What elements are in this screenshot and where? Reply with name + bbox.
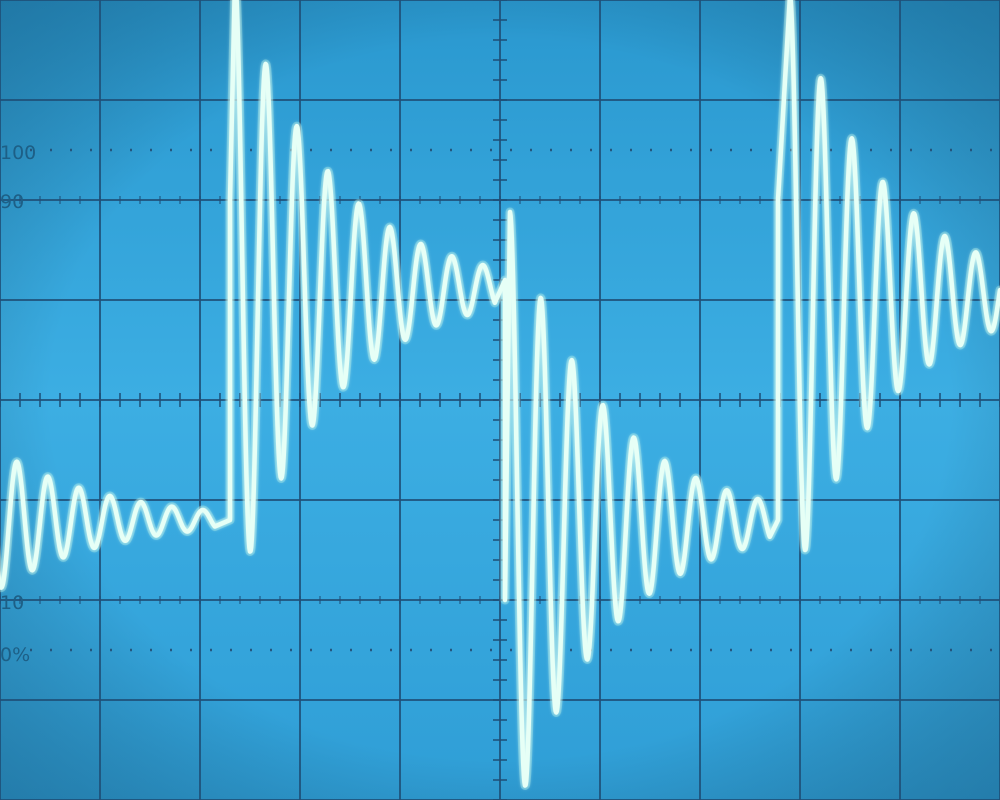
label-90-percent: 90 bbox=[0, 191, 24, 213]
label-10-percent: 10 bbox=[0, 592, 24, 614]
label-100-percent: 100 bbox=[0, 142, 36, 164]
label-0-percent: 0% bbox=[0, 644, 30, 666]
graticule-labels: 100 90 10 0% bbox=[0, 142, 36, 666]
